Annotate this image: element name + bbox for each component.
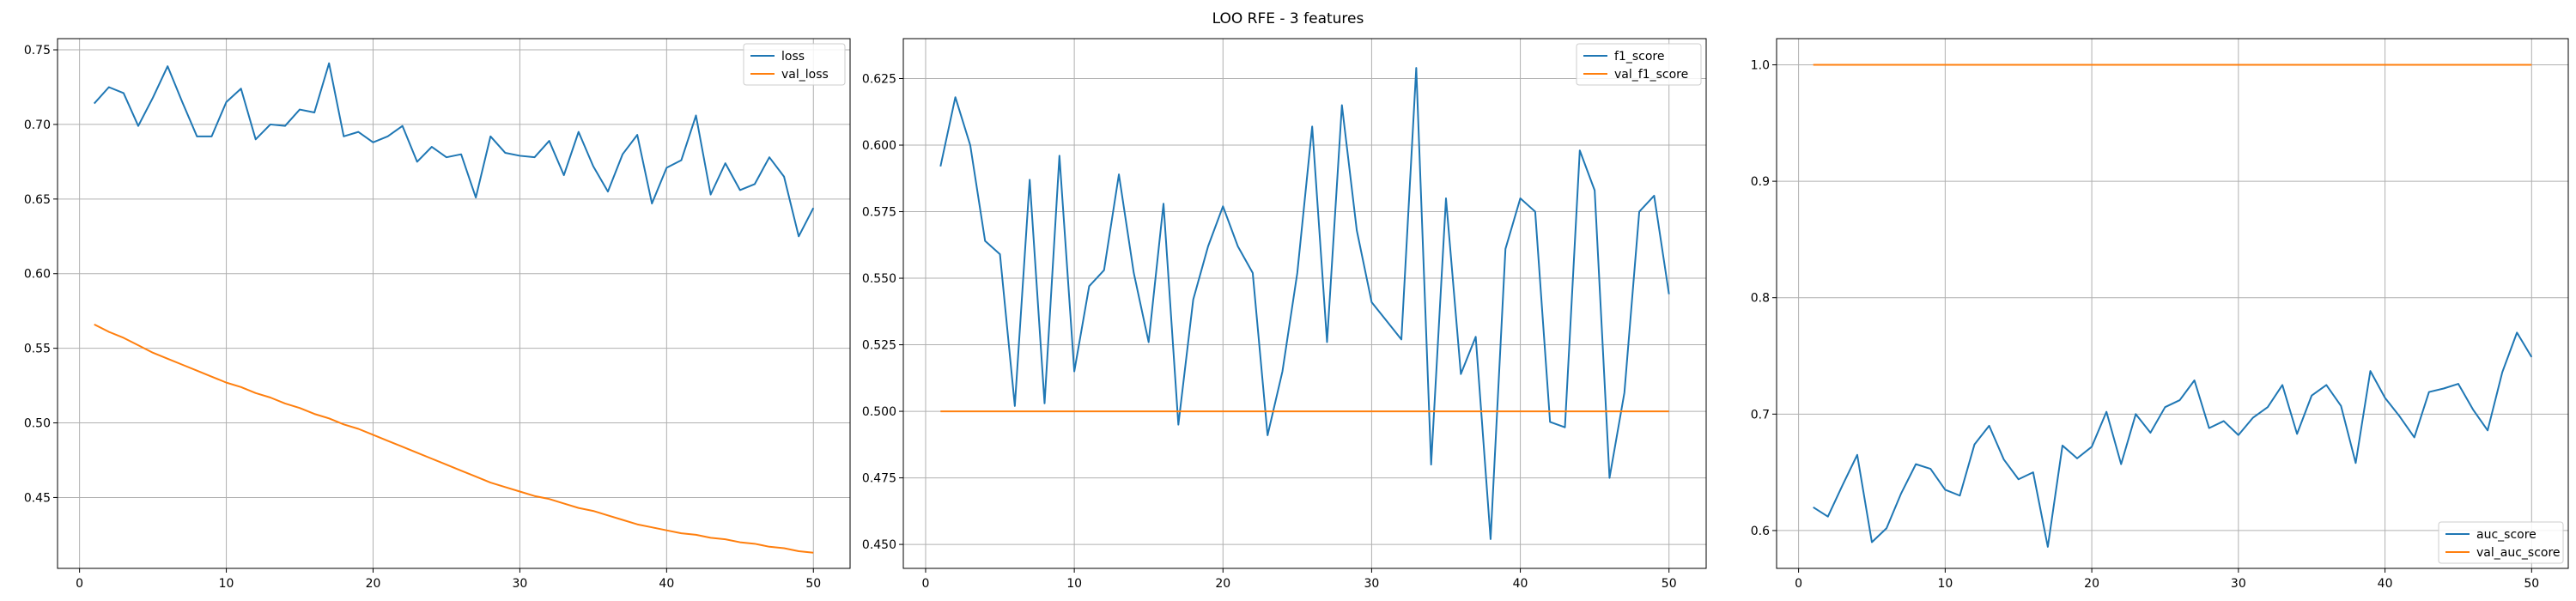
- y-tick-label: 0.600: [862, 139, 896, 153]
- x-tick-label: 50: [1662, 577, 1677, 591]
- y-tick-label: 0.450: [862, 538, 896, 552]
- x-tick-label: 10: [219, 577, 234, 591]
- x-tick-label: 30: [2231, 577, 2246, 591]
- x-tick-label: 20: [2084, 577, 2099, 591]
- x-tick-label: 20: [1215, 577, 1230, 591]
- legend: f1_score val_f1_score: [1576, 43, 1702, 86]
- legend-label: val_loss: [781, 68, 829, 82]
- y-tick-label: 1.0: [1751, 59, 1770, 73]
- x-tick-label: 10: [1066, 577, 1082, 591]
- y-tick-label: 0.55: [24, 343, 51, 356]
- subplot-1: 0 10 20 30 40 50 0.45 0.50 0.55 0.60 0.65 0.70 0.75 l…: [24, 38, 851, 591]
- series-line-val-loss: [94, 323, 814, 554]
- y-tick-label: 0.575: [862, 206, 896, 220]
- axes-container: 0 10 20 30 40 500.450.500.550.600.650.700.75 l…: [24, 38, 2569, 591]
- x-tick-label: 30: [1364, 577, 1380, 591]
- x-tick-label: 0: [76, 577, 83, 591]
- x-tick-label: 40: [1513, 577, 1528, 591]
- y-tick-label: 0.75: [24, 44, 51, 58]
- legend-label: loss: [781, 50, 805, 64]
- x-tick-label: 0: [922, 577, 930, 591]
- axes-frame: [902, 38, 1707, 569]
- y-tick-label: 0.500: [862, 405, 896, 419]
- series-line-f1-score: [939, 67, 1670, 540]
- y-tick-label: 0.50: [24, 417, 51, 431]
- legend: loss val_loss: [743, 43, 846, 86]
- figure-title: LOO RFE - 3 features: [1212, 10, 1364, 27]
- axes-frame: [1776, 38, 2569, 569]
- y-tick-label: 0.60: [24, 268, 51, 282]
- legend-label: val_auc_score: [2476, 546, 2561, 560]
- y-tick-label: 0.45: [24, 491, 51, 505]
- legend-box: [1576, 43, 1702, 86]
- subplot-2: 0 10 20 30 40 50 0.450 0.475 0.500 0.525 0.550 0.57…: [862, 38, 1707, 591]
- x-tick-label: 20: [366, 577, 381, 591]
- y-tick-label: 0.475: [862, 472, 896, 486]
- x-tick-label: 50: [805, 577, 821, 591]
- y-tick-label: 0.7: [1751, 408, 1770, 422]
- legend: auc_score val_auc_score: [2438, 521, 2564, 564]
- y-tick-label: 0.550: [862, 272, 896, 286]
- legend-label: val_f1_score: [1614, 68, 1688, 82]
- series-line-loss: [93, 62, 815, 238]
- series-line-auc-score: [1813, 331, 2533, 548]
- axes-frame: [57, 38, 851, 569]
- y-tick-label: 0.625: [862, 73, 896, 87]
- legend-label: auc_score: [2476, 528, 2537, 542]
- legend-box: [2438, 521, 2564, 564]
- y-tick-label: 0.6: [1751, 525, 1770, 538]
- y-tick-label: 0.525: [862, 339, 896, 353]
- y-tick-label: 0.8: [1751, 292, 1770, 306]
- x-tick-label: 0: [1795, 577, 1802, 591]
- x-tick-label: 10: [1937, 577, 1953, 591]
- x-tick-label: 30: [513, 577, 528, 591]
- y-tick-label: 0.65: [24, 193, 51, 207]
- y-tick-label: 0.70: [24, 118, 51, 132]
- subplot-3: 0 10 20 30 40 50 0.6 0.7 0.8 0.9 1.0 auc_score val_a…: [1751, 38, 2569, 591]
- x-tick-label: 40: [659, 577, 674, 591]
- legend-label: f1_score: [1614, 50, 1664, 64]
- y-tick-label: 0.9: [1751, 175, 1770, 189]
- x-tick-label: 40: [2378, 577, 2393, 591]
- x-tick-label: 50: [2524, 577, 2539, 591]
